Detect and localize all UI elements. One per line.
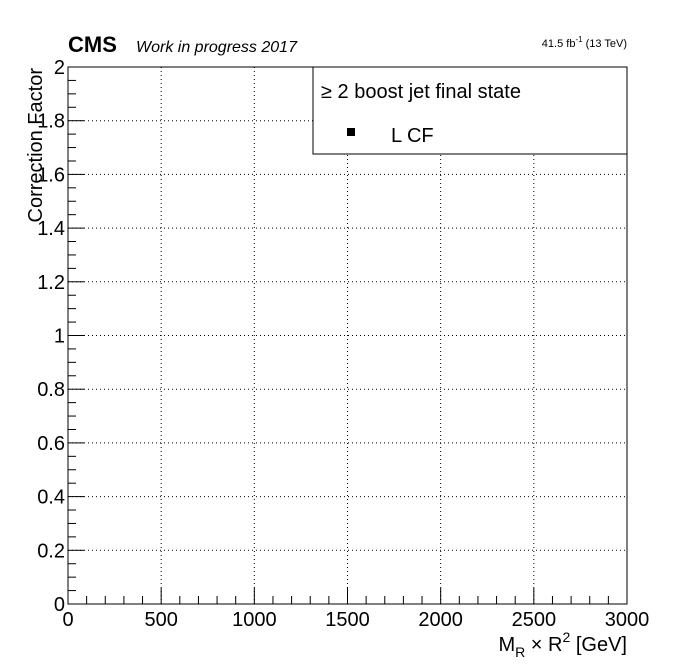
x-tick-label: 2500 <box>512 609 557 631</box>
y-tick-label: 2 <box>54 57 65 79</box>
y-axis-title: Correction Factor <box>25 68 47 223</box>
y-tick-label: 0.8 <box>37 379 65 401</box>
legend-header: ≥ 2 boost jet final state <box>321 81 521 103</box>
tick-labels: 0 500 1000 1500 2000 2500 3000 0 0.2 0.4 0.6 0.8 1 1.… <box>37 57 649 631</box>
y-tick-label: 0.4 <box>37 487 65 509</box>
x-axis-title: MR × R2 [GeV] <box>498 629 627 660</box>
y-tick-label: 1 <box>54 326 65 348</box>
experiment-label: CMS <box>68 32 117 57</box>
status-label: Work in progress 2017 <box>136 39 298 56</box>
legend-box <box>312 66 628 155</box>
y-tick-label: 1.4 <box>37 218 65 240</box>
x-tick-label: 1000 <box>232 609 277 631</box>
x-tick-label: 500 <box>144 609 177 631</box>
legend-marker-square-icon <box>347 128 355 136</box>
y-tick-label: 1.8 <box>37 111 65 133</box>
axis-ticks <box>67 66 628 605</box>
legend-entry-label: L CF <box>391 125 434 147</box>
y-tick-label: 0 <box>54 594 65 616</box>
y-tick-label: 1.6 <box>37 164 65 186</box>
y-tick-label: 0.6 <box>37 433 65 455</box>
lumi-label: 41.5 fb-1 (13 TeV) <box>542 35 627 50</box>
x-tick-label: 0 <box>62 609 73 631</box>
x-tick-label: 3000 <box>605 609 650 631</box>
x-tick-label: 1500 <box>325 609 370 631</box>
y-tick-label: 0.2 <box>37 540 65 562</box>
x-tick-label: 2000 <box>418 609 463 631</box>
y-tick-label: 1.2 <box>37 272 65 294</box>
legend: ≥ 2 boost jet final state L CF <box>312 66 628 155</box>
